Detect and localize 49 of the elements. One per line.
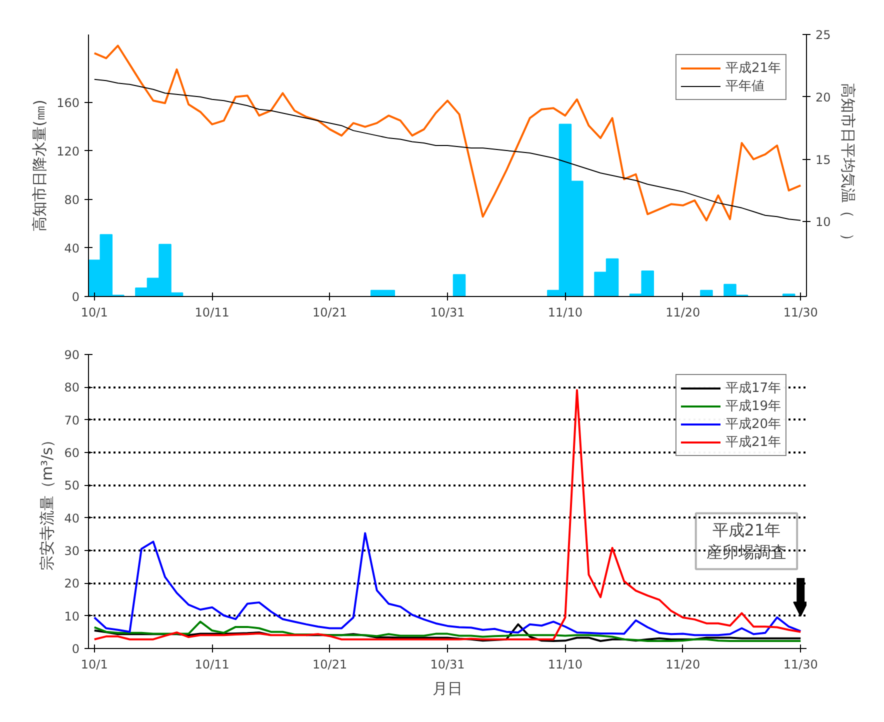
- legend-label: 平年値: [725, 78, 764, 95]
- x-tick-label: 10/11: [194, 658, 230, 672]
- y-tick-label: 70: [64, 413, 80, 428]
- x-tick-label: 11/10: [548, 306, 583, 320]
- x-tick-label: 10/21: [312, 306, 348, 320]
- x-tick-label: 10/1: [80, 306, 108, 320]
- x-tick-label: 11/10: [548, 658, 583, 672]
- x-tick-label: 11/20: [666, 306, 700, 320]
- y-tick-label: 30: [64, 544, 80, 558]
- y-axis-title: 宗安寺流量（m³/s）: [38, 432, 56, 571]
- x-tick-label: 11/20: [666, 658, 700, 672]
- legend-label: 平成21年: [725, 60, 781, 77]
- y-tick-label: 160: [56, 96, 80, 110]
- y-tick-label: 40: [64, 241, 80, 256]
- y-tick-label: 40: [64, 511, 80, 526]
- legend-label: 平成20年: [725, 416, 781, 433]
- y-tick-label: 0: [72, 290, 80, 304]
- y2-tick-label: 25: [816, 28, 831, 42]
- y-tick-label: 90: [64, 348, 80, 362]
- y-axis-title: 高知市日降水量(㎜): [30, 100, 49, 232]
- x-tick-label: 10/11: [194, 306, 230, 320]
- bar: [700, 290, 713, 296]
- x-tick-label: 10/1: [80, 658, 108, 672]
- x-tick-label: 10/21: [312, 658, 348, 672]
- y-tick-label: 80: [64, 192, 80, 207]
- y2-tick-label: 20: [816, 90, 831, 104]
- legend-label: 平成19年: [725, 398, 781, 415]
- x-tick-label: 11/30: [783, 658, 818, 672]
- y-tick-label: 120: [56, 144, 80, 158]
- x-tick-label: 10/31: [430, 658, 465, 672]
- y-tick-label: 60: [64, 446, 80, 460]
- y2-axis-title: 高知市日平均気温（ ）: [838, 83, 857, 248]
- y-tick-label: 50: [64, 478, 80, 493]
- x-axis-title: 月日: [432, 680, 462, 698]
- bar: [452, 274, 466, 296]
- y-tick-label: 0: [72, 642, 80, 656]
- y2-tick-label: 15: [816, 152, 831, 167]
- y2-tick-label: 10: [816, 215, 831, 230]
- y-tick-label: 10: [64, 609, 80, 624]
- line-series: [94, 78, 802, 221]
- annotation: 平成21年: [712, 520, 781, 540]
- legend-label: 平成21年: [725, 434, 781, 451]
- legend-label: 平成17年: [725, 380, 781, 397]
- y-tick-label: 20: [64, 576, 80, 591]
- x-tick-label: 10/31: [430, 306, 465, 320]
- line-series: [93, 44, 802, 222]
- annotation: 産卵場調査: [706, 542, 786, 562]
- y-tick-label: 80: [64, 380, 80, 395]
- x-tick-label: 11/30: [783, 306, 818, 320]
